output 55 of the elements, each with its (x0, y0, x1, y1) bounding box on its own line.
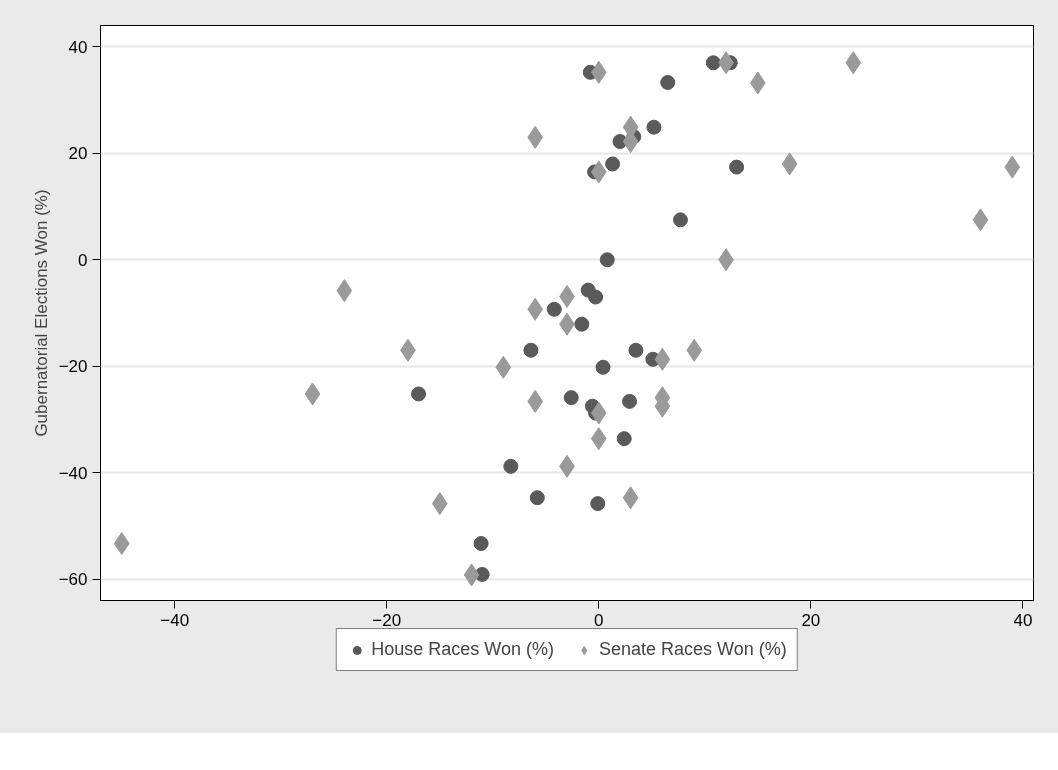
point (845, 51, 862, 75)
point (686, 338, 703, 362)
point (590, 160, 607, 184)
x-tick-label: 20 (801, 610, 821, 630)
point (463, 563, 480, 587)
point (304, 382, 321, 406)
point (495, 355, 512, 379)
point (590, 60, 607, 84)
point (595, 359, 611, 375)
point (729, 159, 745, 175)
point (972, 208, 989, 232)
y-tick-label: −20 (58, 357, 88, 377)
point (590, 401, 607, 425)
y-tick-label: 40 (68, 37, 88, 57)
point (628, 342, 644, 358)
point (503, 458, 519, 474)
y-tick-label: −40 (58, 463, 88, 483)
point (590, 496, 606, 512)
y-tick-label: 20 (68, 144, 88, 164)
point (605, 156, 621, 172)
point (527, 389, 544, 413)
point (599, 252, 615, 268)
point (431, 492, 448, 516)
point (336, 279, 353, 303)
point (672, 212, 688, 228)
x-tick-label: 40 (1013, 610, 1033, 630)
point (646, 119, 662, 135)
point (616, 431, 632, 447)
legend-label: Senate Races Won (%) (598, 639, 787, 660)
y-tick-label: 0 (78, 250, 88, 270)
y-tick-label: −60 (58, 570, 88, 590)
y-axis-title: Gubernatorial Elections Won (%) (31, 189, 51, 437)
point (1004, 155, 1021, 179)
x-tick-label: −20 (372, 610, 402, 630)
point (523, 342, 539, 358)
x-tick-label: 0 (594, 610, 604, 630)
point (590, 427, 607, 451)
point (527, 297, 544, 321)
point (622, 393, 638, 409)
point (563, 390, 579, 406)
point (473, 536, 489, 552)
legend-label: House Races Won (%) (371, 639, 554, 660)
point (654, 347, 671, 371)
point (574, 316, 590, 332)
point (411, 386, 427, 402)
point (705, 55, 721, 71)
point (622, 486, 639, 510)
point (113, 532, 130, 556)
point (546, 301, 562, 317)
point (527, 125, 544, 149)
point (588, 289, 604, 305)
point (660, 74, 676, 90)
point (529, 490, 545, 506)
point (781, 152, 798, 176)
x-tick-label: −40 (160, 610, 190, 630)
